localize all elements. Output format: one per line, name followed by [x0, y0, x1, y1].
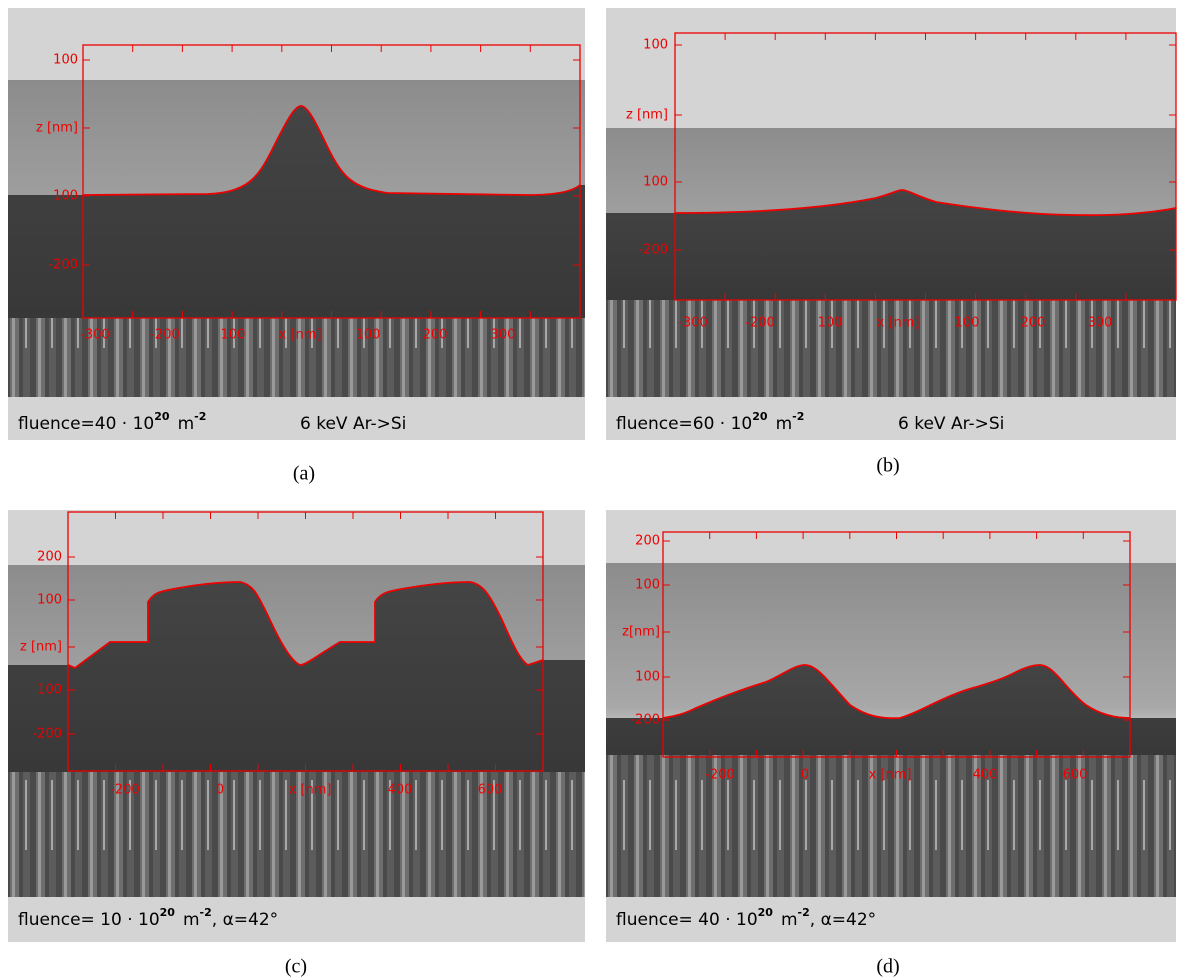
- caption-unit: m: [183, 910, 200, 930]
- caption-text: fluence=40 · 10: [18, 414, 154, 434]
- x-tick-label: -200: [150, 328, 180, 343]
- y-tick-label: -200: [638, 243, 668, 258]
- x-tick-label: -200: [110, 783, 140, 798]
- x-tick-label: -300: [80, 328, 110, 343]
- y-tick-label: 100: [37, 593, 62, 608]
- caption-exponent: 20: [758, 906, 774, 919]
- y-tick-label: z[nm]: [622, 625, 660, 640]
- x-tick-label: 100: [818, 316, 843, 331]
- x-tick-label: x [nm]: [279, 328, 322, 343]
- x-tick-label: 200: [1021, 316, 1046, 331]
- top-band: [606, 8, 1176, 128]
- subfigure-label: (d): [876, 956, 899, 978]
- sem-image: [8, 510, 585, 942]
- sem-image: [606, 510, 1176, 942]
- columns: [8, 314, 585, 397]
- y-tick-label: 100: [635, 578, 660, 593]
- x-tick-label: 300: [1088, 316, 1113, 331]
- x-tick-label: 400: [973, 768, 998, 783]
- y-tick-label: z [nm]: [626, 108, 668, 123]
- x-tick-label: x [nm]: [289, 783, 332, 798]
- y-tick-label: z [nm]: [36, 121, 78, 136]
- caption: fluence= 40 · 1020 m-2, α=42°: [616, 906, 876, 930]
- figure: 100z [nm]100-200-300-200100x [nm]1002003…: [0, 0, 1184, 980]
- caption-exponent: -2: [792, 410, 804, 423]
- y-tick-label: z [nm]: [20, 640, 62, 655]
- caption-unit: m: [781, 910, 798, 930]
- caption-tail: 6 keV Ar->Si: [300, 414, 406, 434]
- y-tick-label: 100: [643, 175, 668, 190]
- y-tick-label: -200: [48, 258, 78, 273]
- columns: [606, 296, 1176, 397]
- y-tick-label: 200: [37, 550, 62, 565]
- caption-exponent: -2: [194, 410, 206, 423]
- sem-image: [606, 8, 1176, 440]
- panel: 200 100 z [nm] 100 -200 -200 0 x [nm] 400 600 flue…: [8, 510, 585, 978]
- caption-unit: m: [178, 414, 195, 434]
- y-tick-label: 100: [643, 38, 668, 53]
- y-tick-label: -200: [32, 727, 62, 742]
- x-tick-label: 100: [356, 328, 381, 343]
- sem-image: [8, 8, 585, 440]
- x-tick-label: 300: [491, 328, 516, 343]
- x-tick-label: 100: [955, 316, 980, 331]
- subfigure-label: (b): [876, 455, 899, 477]
- panel: 100 z [nm] 100 -200 -300 -200 100 x [nm] 100 200 3…: [606, 8, 1176, 477]
- y-tick-label: 100: [53, 189, 78, 204]
- x-tick-label: -200: [745, 316, 775, 331]
- caption-exponent: 20: [154, 410, 170, 423]
- x-tick-label: 0: [216, 783, 224, 798]
- x-tick-label: 600: [478, 783, 503, 798]
- caption: fluence=60 · 1020 m-2: [616, 410, 804, 434]
- y-tick-label: 100: [635, 670, 660, 685]
- caption-exponent: -2: [200, 906, 212, 919]
- caption: fluence=40 · 1020 m-2: [18, 410, 206, 434]
- top-band: [8, 510, 585, 565]
- caption-exponent: -2: [798, 906, 810, 919]
- caption-tail: 6 keV Ar->Si: [898, 414, 1004, 434]
- x-tick-label: 200: [423, 328, 448, 343]
- caption-tail: , α=42°: [212, 910, 278, 930]
- x-tick-label: x [nm]: [869, 768, 912, 783]
- top-band: [606, 510, 1176, 563]
- x-tick-label: 600: [1063, 768, 1088, 783]
- caption-text: fluence= 10 · 10: [18, 910, 160, 930]
- x-tick-label: 100: [221, 328, 246, 343]
- x-tick-label: 400: [388, 783, 413, 798]
- x-tick-label: 0: [801, 768, 809, 783]
- y-tick-label: 100: [37, 683, 62, 698]
- y-tick-label: -200: [630, 713, 660, 728]
- subfigure-label: (a): [293, 463, 315, 485]
- top-band: [8, 8, 585, 80]
- caption: fluence= 10 · 1020 m-2, α=42°: [18, 906, 278, 930]
- panel: 100 z [nm] 100 -200 -300 -200 100 x [nm] 100 200 3…: [8, 8, 585, 485]
- caption-text: fluence= 40 · 10: [616, 910, 758, 930]
- x-tick-label: x [nm]: [877, 316, 920, 331]
- y-tick-label: 100: [53, 53, 78, 68]
- panel: 200 100 z[nm] 100 -200 -200 0 x [nm] 400 600 fluen…: [606, 510, 1176, 978]
- x-tick-label: -200: [705, 768, 735, 783]
- x-tick-label: -300: [678, 316, 708, 331]
- caption-tail: , α=42°: [810, 910, 876, 930]
- y-tick-label: 200: [635, 534, 660, 549]
- caption-text: fluence=60 · 10: [616, 414, 752, 434]
- caption-unit: m: [776, 414, 793, 434]
- caption-exponent: 20: [160, 906, 176, 919]
- subfigure-label: (c): [285, 956, 307, 978]
- caption-exponent: 20: [752, 410, 768, 423]
